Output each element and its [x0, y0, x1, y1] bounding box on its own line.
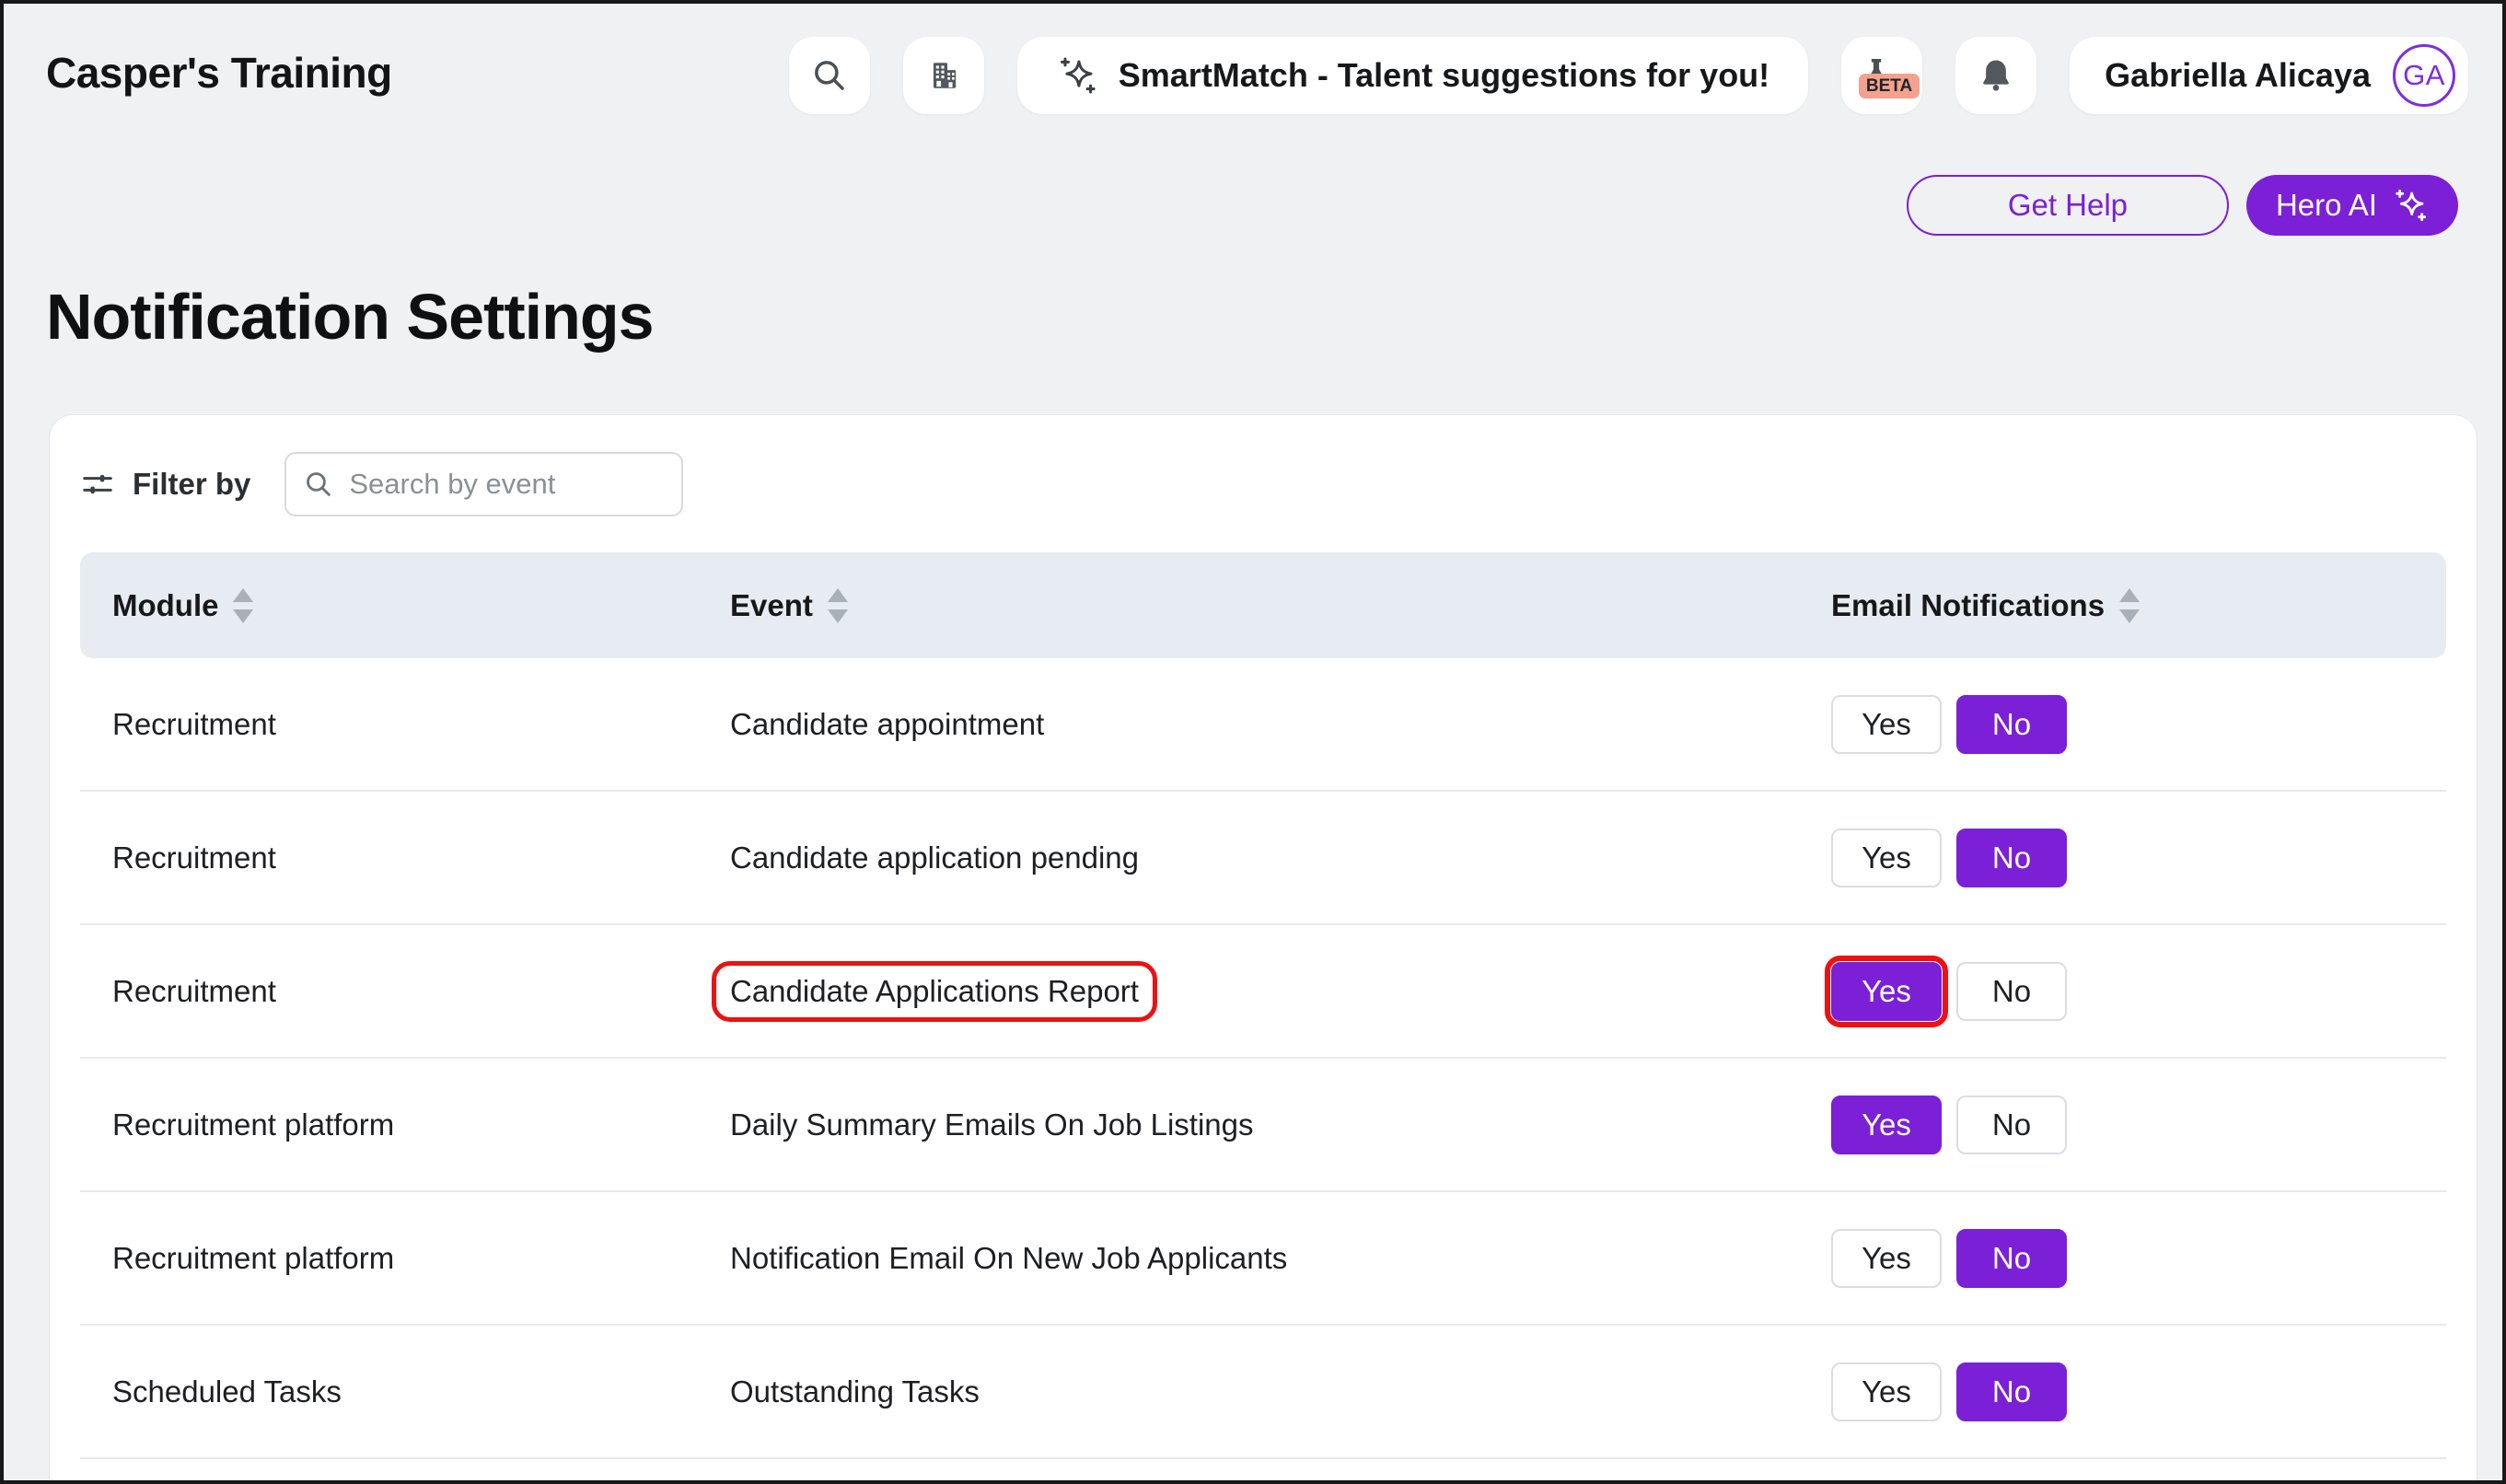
yes-toggle-button[interactable]: Yes — [1831, 1095, 1942, 1154]
search-icon — [810, 56, 849, 95]
beta-badge: BETA — [1858, 74, 1920, 99]
event-cell: Daily Summary Emails On Job Listings — [698, 1107, 1799, 1142]
column-label: Email Notifications — [1831, 587, 2106, 622]
filter-by-label: Filter by — [133, 467, 251, 501]
yes-toggle-button[interactable]: Yes — [1831, 1228, 1942, 1288]
yes-toggle-button[interactable]: Yes — [1831, 1362, 1942, 1421]
avatar: GA — [2393, 44, 2455, 107]
email-notifications-cell: Yes No — [1799, 1228, 2446, 1288]
event-cell-text: Notification Email On New Job Applicants — [730, 1240, 1288, 1275]
email-notifications-cell: Yes No — [1799, 694, 2446, 754]
column-header-module[interactable]: Module — [80, 587, 698, 623]
sparkle-icon — [2392, 187, 2429, 224]
event-cell: Candidate appointment — [698, 707, 1799, 742]
table-header: Module Event Email Notifications — [80, 552, 2446, 658]
event-cell: Candidate Applications Report — [698, 960, 1799, 1022]
module-cell: Recruitment platform — [80, 1241, 698, 1276]
event-cell: Candidate application pending — [698, 841, 1799, 875]
module-cell-text: Recruitment — [112, 706, 276, 741]
module-cell: Recruitment — [80, 841, 698, 875]
email-toggle-group: Yes No — [1831, 694, 2067, 754]
email-toggle-group: Yes No — [1825, 955, 2067, 1027]
table-body: Recruitment Candidate appointment Yes No… — [80, 658, 2446, 1459]
no-toggle-button[interactable]: No — [1956, 828, 2067, 887]
table-row: Scheduled Tasks Outstanding Tasks Yes No — [80, 1326, 2446, 1459]
page-title: Notification Settings — [46, 281, 655, 353]
table-row: Recruitment Candidate appointment Yes No — [80, 658, 2446, 792]
event-cell-text: Candidate application pending — [730, 840, 1140, 875]
email-notifications-cell: Yes No — [1799, 828, 2446, 887]
module-cell: Recruitment — [80, 707, 698, 742]
top-toolbar: SmartMatch - Talent suggestions for you!… — [788, 37, 2468, 114]
module-cell-text: Scheduled Tasks — [112, 1374, 342, 1409]
user-menu-button[interactable]: Gabriella Alicaya GA — [2070, 37, 2468, 114]
table-row: Recruitment platform Notification Email … — [80, 1192, 2446, 1326]
column-label: Event — [730, 587, 813, 622]
secondary-toolbar: Get Help Hero AI — [1906, 175, 2458, 236]
notifications-button[interactable] — [1955, 37, 2037, 114]
column-header-email-notifications[interactable]: Email Notifications — [1799, 587, 2446, 623]
hero-ai-button[interactable]: Hero AI — [2245, 175, 2458, 236]
no-toggle-button[interactable]: No — [1956, 694, 2067, 754]
search-by-event-input[interactable] — [347, 467, 666, 502]
sparkle-icon — [1056, 54, 1098, 97]
filter-icon — [80, 467, 115, 502]
filter-by: Filter by — [80, 467, 250, 502]
get-help-button[interactable]: Get Help — [1906, 175, 2229, 236]
event-cell-text: Outstanding Tasks — [730, 1374, 980, 1409]
email-notifications-cell: Yes No — [1799, 955, 2446, 1027]
hero-ai-label: Hero AI — [2275, 188, 2377, 222]
event-search-box — [284, 452, 684, 516]
search-icon — [303, 469, 334, 500]
event-cell: Notification Email On New Job Applicants — [698, 1241, 1799, 1276]
email-notifications-cell: Yes No — [1799, 1095, 2446, 1154]
event-cell: Outstanding Tasks — [698, 1374, 1799, 1409]
app-title: Casper's Training — [46, 49, 392, 97]
user-name: Gabriella Alicaya — [2105, 56, 2371, 94]
event-cell-text: Candidate Applications Report — [712, 960, 1157, 1022]
filter-row: Filter by — [80, 452, 2446, 516]
email-toggle-group: Yes No — [1831, 1362, 2067, 1421]
no-toggle-button[interactable]: No — [1956, 961, 2067, 1021]
module-cell-text: Recruitment — [112, 840, 276, 875]
table-row: Recruitment Candidate Applications Repor… — [80, 925, 2446, 1059]
bell-icon — [1977, 56, 2015, 95]
no-toggle-button[interactable]: No — [1956, 1095, 2067, 1154]
yes-toggle-button[interactable]: Yes — [1825, 955, 1948, 1027]
email-toggle-group: Yes No — [1831, 828, 2067, 887]
event-cell-text: Candidate appointment — [730, 706, 1045, 741]
module-cell-text: Recruitment platform — [112, 1240, 395, 1275]
email-notifications-cell: Yes No — [1799, 1362, 2446, 1421]
column-label: Module — [112, 587, 219, 622]
table-row: Recruitment platform Daily Summary Email… — [80, 1059, 2446, 1192]
email-toggle-group: Yes No — [1831, 1095, 2067, 1154]
labs-button[interactable]: BETA — [1841, 37, 1923, 114]
no-toggle-button[interactable]: No — [1956, 1228, 2067, 1288]
event-cell-text: Daily Summary Emails On Job Listings — [730, 1107, 1254, 1142]
smartmatch-banner-button[interactable]: SmartMatch - Talent suggestions for you! — [1016, 37, 1809, 114]
module-cell-text: Recruitment — [112, 973, 276, 1008]
sort-icon[interactable] — [827, 587, 848, 623]
smartmatch-label: SmartMatch - Talent suggestions for you! — [1118, 56, 1770, 94]
email-toggle-group: Yes No — [1831, 1228, 2067, 1288]
yes-toggle-button[interactable]: Yes — [1831, 828, 1942, 887]
company-switcher-button[interactable] — [902, 37, 984, 114]
search-button[interactable] — [788, 37, 870, 114]
sort-icon[interactable] — [233, 587, 254, 623]
column-header-event[interactable]: Event — [698, 587, 1799, 623]
yes-toggle-button[interactable]: Yes — [1831, 694, 1942, 754]
settings-card: Filter by Module Event — [49, 414, 2477, 1480]
building-icon — [923, 55, 964, 96]
no-toggle-button[interactable]: No — [1956, 1362, 2067, 1421]
sort-icon[interactable] — [2119, 587, 2141, 623]
module-cell: Recruitment — [80, 974, 698, 1009]
table-row: Recruitment Candidate application pendin… — [80, 792, 2446, 925]
module-cell-text: Recruitment platform — [112, 1107, 395, 1142]
module-cell: Recruitment platform — [80, 1107, 698, 1142]
get-help-label: Get Help — [2007, 188, 2129, 222]
module-cell: Scheduled Tasks — [80, 1374, 698, 1409]
